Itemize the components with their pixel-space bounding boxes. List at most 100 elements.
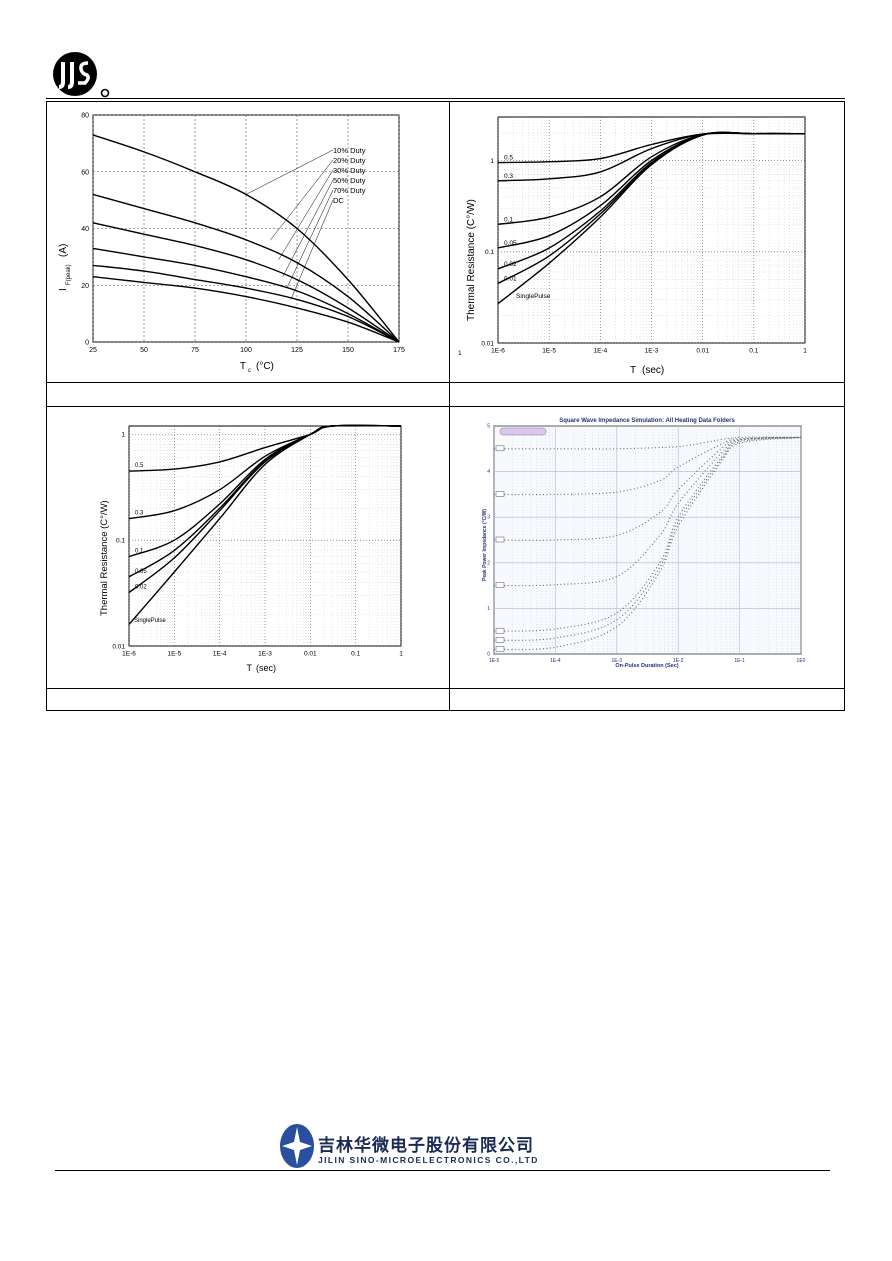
company-logo <box>53 52 110 98</box>
series-label: 0.05 <box>135 569 147 575</box>
series-label: 0.01 <box>504 275 517 282</box>
y-axis-label: Thermal Resistance (C°/W) <box>466 199 477 321</box>
caption-row-top <box>46 382 845 383</box>
series-3-line <box>128 424 402 558</box>
x-tick-label: 1E-4 <box>593 348 607 355</box>
x-tick-label: 125 <box>291 347 303 354</box>
y-tick-label: 0 <box>85 340 89 347</box>
series-label: 0.02 <box>504 261 517 268</box>
y-tick-label: 1 <box>490 158 494 165</box>
series-label: SinglePulse <box>134 618 166 624</box>
x-axis-label: T <box>247 663 253 673</box>
x-tick-label: 1E-4 <box>213 651 227 658</box>
series-1-marker <box>495 445 505 452</box>
series-6-line <box>92 276 400 343</box>
legend-swatch <box>499 427 547 436</box>
header-rule <box>46 98 845 99</box>
legend-leader-line <box>278 169 334 260</box>
series-3-marker <box>495 536 505 543</box>
company-name-en: JILIN SINO-MICROELECTRONICS CO.,LTD <box>318 1155 539 1165</box>
series-label: 0.1 <box>504 216 513 223</box>
y-axis-unit: (A) <box>58 244 69 257</box>
series-4-trace <box>493 436 802 587</box>
x-tick-label: 1E-1 <box>734 658 745 664</box>
legend-leader-line <box>245 149 334 195</box>
series-label: SinglePulse <box>516 293 551 300</box>
y-tick-label: 0.01 <box>481 340 494 347</box>
y-tick-label: 3 <box>487 515 490 521</box>
y-axis-label-sub: F(peak) <box>66 264 72 285</box>
caption-row-bottom <box>46 688 845 689</box>
series-3-line <box>92 222 400 343</box>
legend-leader-line <box>282 179 334 277</box>
legend-label: 20% Duty <box>333 156 366 165</box>
y-tick-label: 5 <box>487 424 490 430</box>
x-tick-label: 1 <box>399 651 403 658</box>
x-axis-label: On-Pulse Duration (Sec) <box>615 663 678 669</box>
x-tick-label: 1E-2 <box>673 658 684 664</box>
y-axis-label: Peak Power Impedance (°C/W) <box>482 509 488 581</box>
x-axis-unit: (°C) <box>256 361 274 372</box>
x-tick-label: 1E-3 <box>645 348 659 355</box>
series-label: 0.3 <box>504 173 513 180</box>
y-tick-label: 40 <box>81 226 89 233</box>
chart-forward-current-vs-case-temp: 25 50 75 100 125 150 175 0 20 40 60 80 T c (°C) I F(peak… <box>58 113 405 375</box>
x-tick-label: 1E-3 <box>612 658 623 664</box>
y-tick-label: 2 <box>487 560 490 566</box>
y-tick-label: 80 <box>81 113 89 120</box>
x-axis-label: T <box>630 365 636 376</box>
x-tick-label: 75 <box>191 347 199 354</box>
x-tick-label: 1E-4 <box>550 658 561 664</box>
series-6-line <box>128 424 402 625</box>
y-axis-label-group: Thermal Resistance (C°/W) <box>99 500 110 616</box>
series-3-trace <box>493 436 802 541</box>
x-tick-label: 1E0 <box>797 658 806 664</box>
series-4-line <box>92 247 400 343</box>
legend-label: 50% Duty <box>333 176 366 185</box>
y-tick-label: 0.1 <box>116 537 125 544</box>
y-axis-label-group: Peak Power Impedance (°C/W) <box>482 509 488 581</box>
series-4-marker <box>495 582 505 588</box>
x-tick-label: 0.1 <box>351 651 360 658</box>
y-tick-label: 1 <box>121 432 125 439</box>
chart-square-wave-impedance: 1E-5 1E-4 1E-3 1E-2 1E-1 1E0 0 1 2 3 4 5 Square Wave… <box>482 418 806 669</box>
x-tick-label: 175 <box>393 347 405 354</box>
x-axis-label: T <box>240 361 246 372</box>
legend-label: 70% Duty <box>333 186 366 195</box>
x-axis-unit: (sec) <box>256 663 276 673</box>
x-tick-label: 0.01 <box>696 348 709 355</box>
origin-label: 1 <box>458 350 462 357</box>
x-tick-label: 100 <box>240 347 252 354</box>
x-tick-label: 0.01 <box>304 651 317 658</box>
series-label: 0.1 <box>135 549 144 555</box>
x-tick-label: 1E-6 <box>122 651 136 658</box>
y-axis-label-group: Thermal Resistance (C°/W) <box>466 199 477 321</box>
x-tick-label: 1E-6 <box>491 348 505 355</box>
y-tick-label: 0.1 <box>485 249 494 256</box>
legend-label: DC <box>333 196 344 205</box>
legend-leader-line <box>270 159 334 241</box>
footer-company-logo <box>280 1124 314 1168</box>
x-tick-label: 0.1 <box>749 348 758 355</box>
series-7-line <box>497 131 806 305</box>
x-tick-label: 1E-5 <box>489 658 500 664</box>
series-2-marker <box>495 491 505 497</box>
series-label: 0.02 <box>135 585 147 591</box>
caption-row-top-end <box>46 406 845 407</box>
series-label: 0.3 <box>135 511 144 517</box>
x-tick-label: 1E-5 <box>167 651 181 658</box>
legend-leader-line <box>290 199 334 300</box>
x-tick-label: 1E-5 <box>542 348 556 355</box>
x-axis-unit: (sec) <box>642 365 664 376</box>
legend-label: 10% Duty <box>333 146 366 155</box>
x-tick-label: 50 <box>140 347 148 354</box>
y-tick-label: 60 <box>81 169 89 176</box>
chart-thermal-resistance-2: 1E-6 1E-5 1E-4 1E-3 0.01 0.1 1 0.01 0.1 1 T (sec) Th… <box>99 424 403 673</box>
x-tick-label: 150 <box>342 347 354 354</box>
y-tick-label: 0.01 <box>112 643 125 650</box>
series-5-line <box>92 264 400 343</box>
y-tick-label: 1 <box>487 606 490 612</box>
x-axis-label-sub: c <box>248 368 251 374</box>
x-tick-label: 25 <box>89 347 97 354</box>
y-tick-label: 4 <box>487 469 490 475</box>
